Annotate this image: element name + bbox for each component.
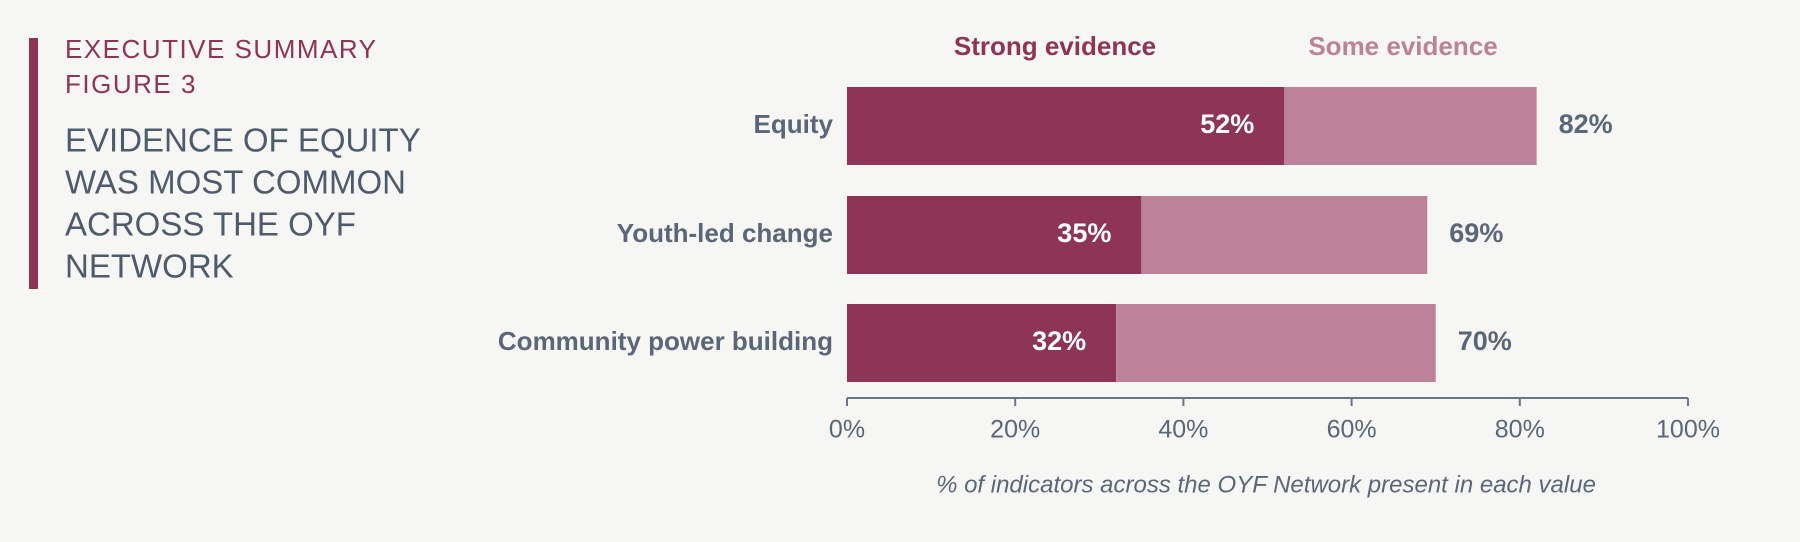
bar-segment: [1116, 304, 1436, 382]
bar-value-label: 35%: [1057, 218, 1111, 248]
category-label: Youth-led change: [617, 218, 833, 248]
total-label: 82%: [1559, 109, 1613, 139]
bar-segment: [1141, 196, 1428, 274]
legend-label: Strong evidence: [954, 31, 1156, 61]
total-label: 69%: [1449, 218, 1503, 248]
bar-segment: [847, 304, 1117, 382]
chart-title: EVIDENCE OF EQUITY: [65, 122, 421, 159]
chart-title: ACROSS THE OYF: [65, 206, 356, 243]
bar-segment: [847, 87, 1285, 165]
category-label: Community power building: [498, 326, 833, 356]
legend-label: Some evidence: [1308, 31, 1497, 61]
bar-value-label: 32%: [1032, 326, 1086, 356]
total-label: 70%: [1458, 326, 1512, 356]
bar-segment: [847, 196, 1142, 274]
x-tick-label: 80%: [1495, 416, 1545, 444]
bar-value-label: 52%: [1200, 109, 1254, 139]
chart-title: NETWORK: [65, 248, 234, 285]
x-axis-label: % of indicators across the OYF Network p…: [936, 471, 1596, 498]
x-tick-label: 40%: [1158, 416, 1208, 444]
x-tick-label: 0%: [829, 416, 865, 444]
chart-title: WAS MOST COMMON: [65, 164, 406, 201]
category-label: Equity: [754, 109, 834, 139]
x-tick-label: 100%: [1656, 416, 1720, 444]
kicker: EXECUTIVE SUMMARY: [65, 34, 378, 64]
x-tick-label: 60%: [1327, 416, 1377, 444]
x-tick-label: 20%: [990, 416, 1040, 444]
bar-segment: [1284, 87, 1537, 165]
accent-bar: [29, 38, 38, 289]
kicker: FIGURE 3: [65, 69, 197, 99]
